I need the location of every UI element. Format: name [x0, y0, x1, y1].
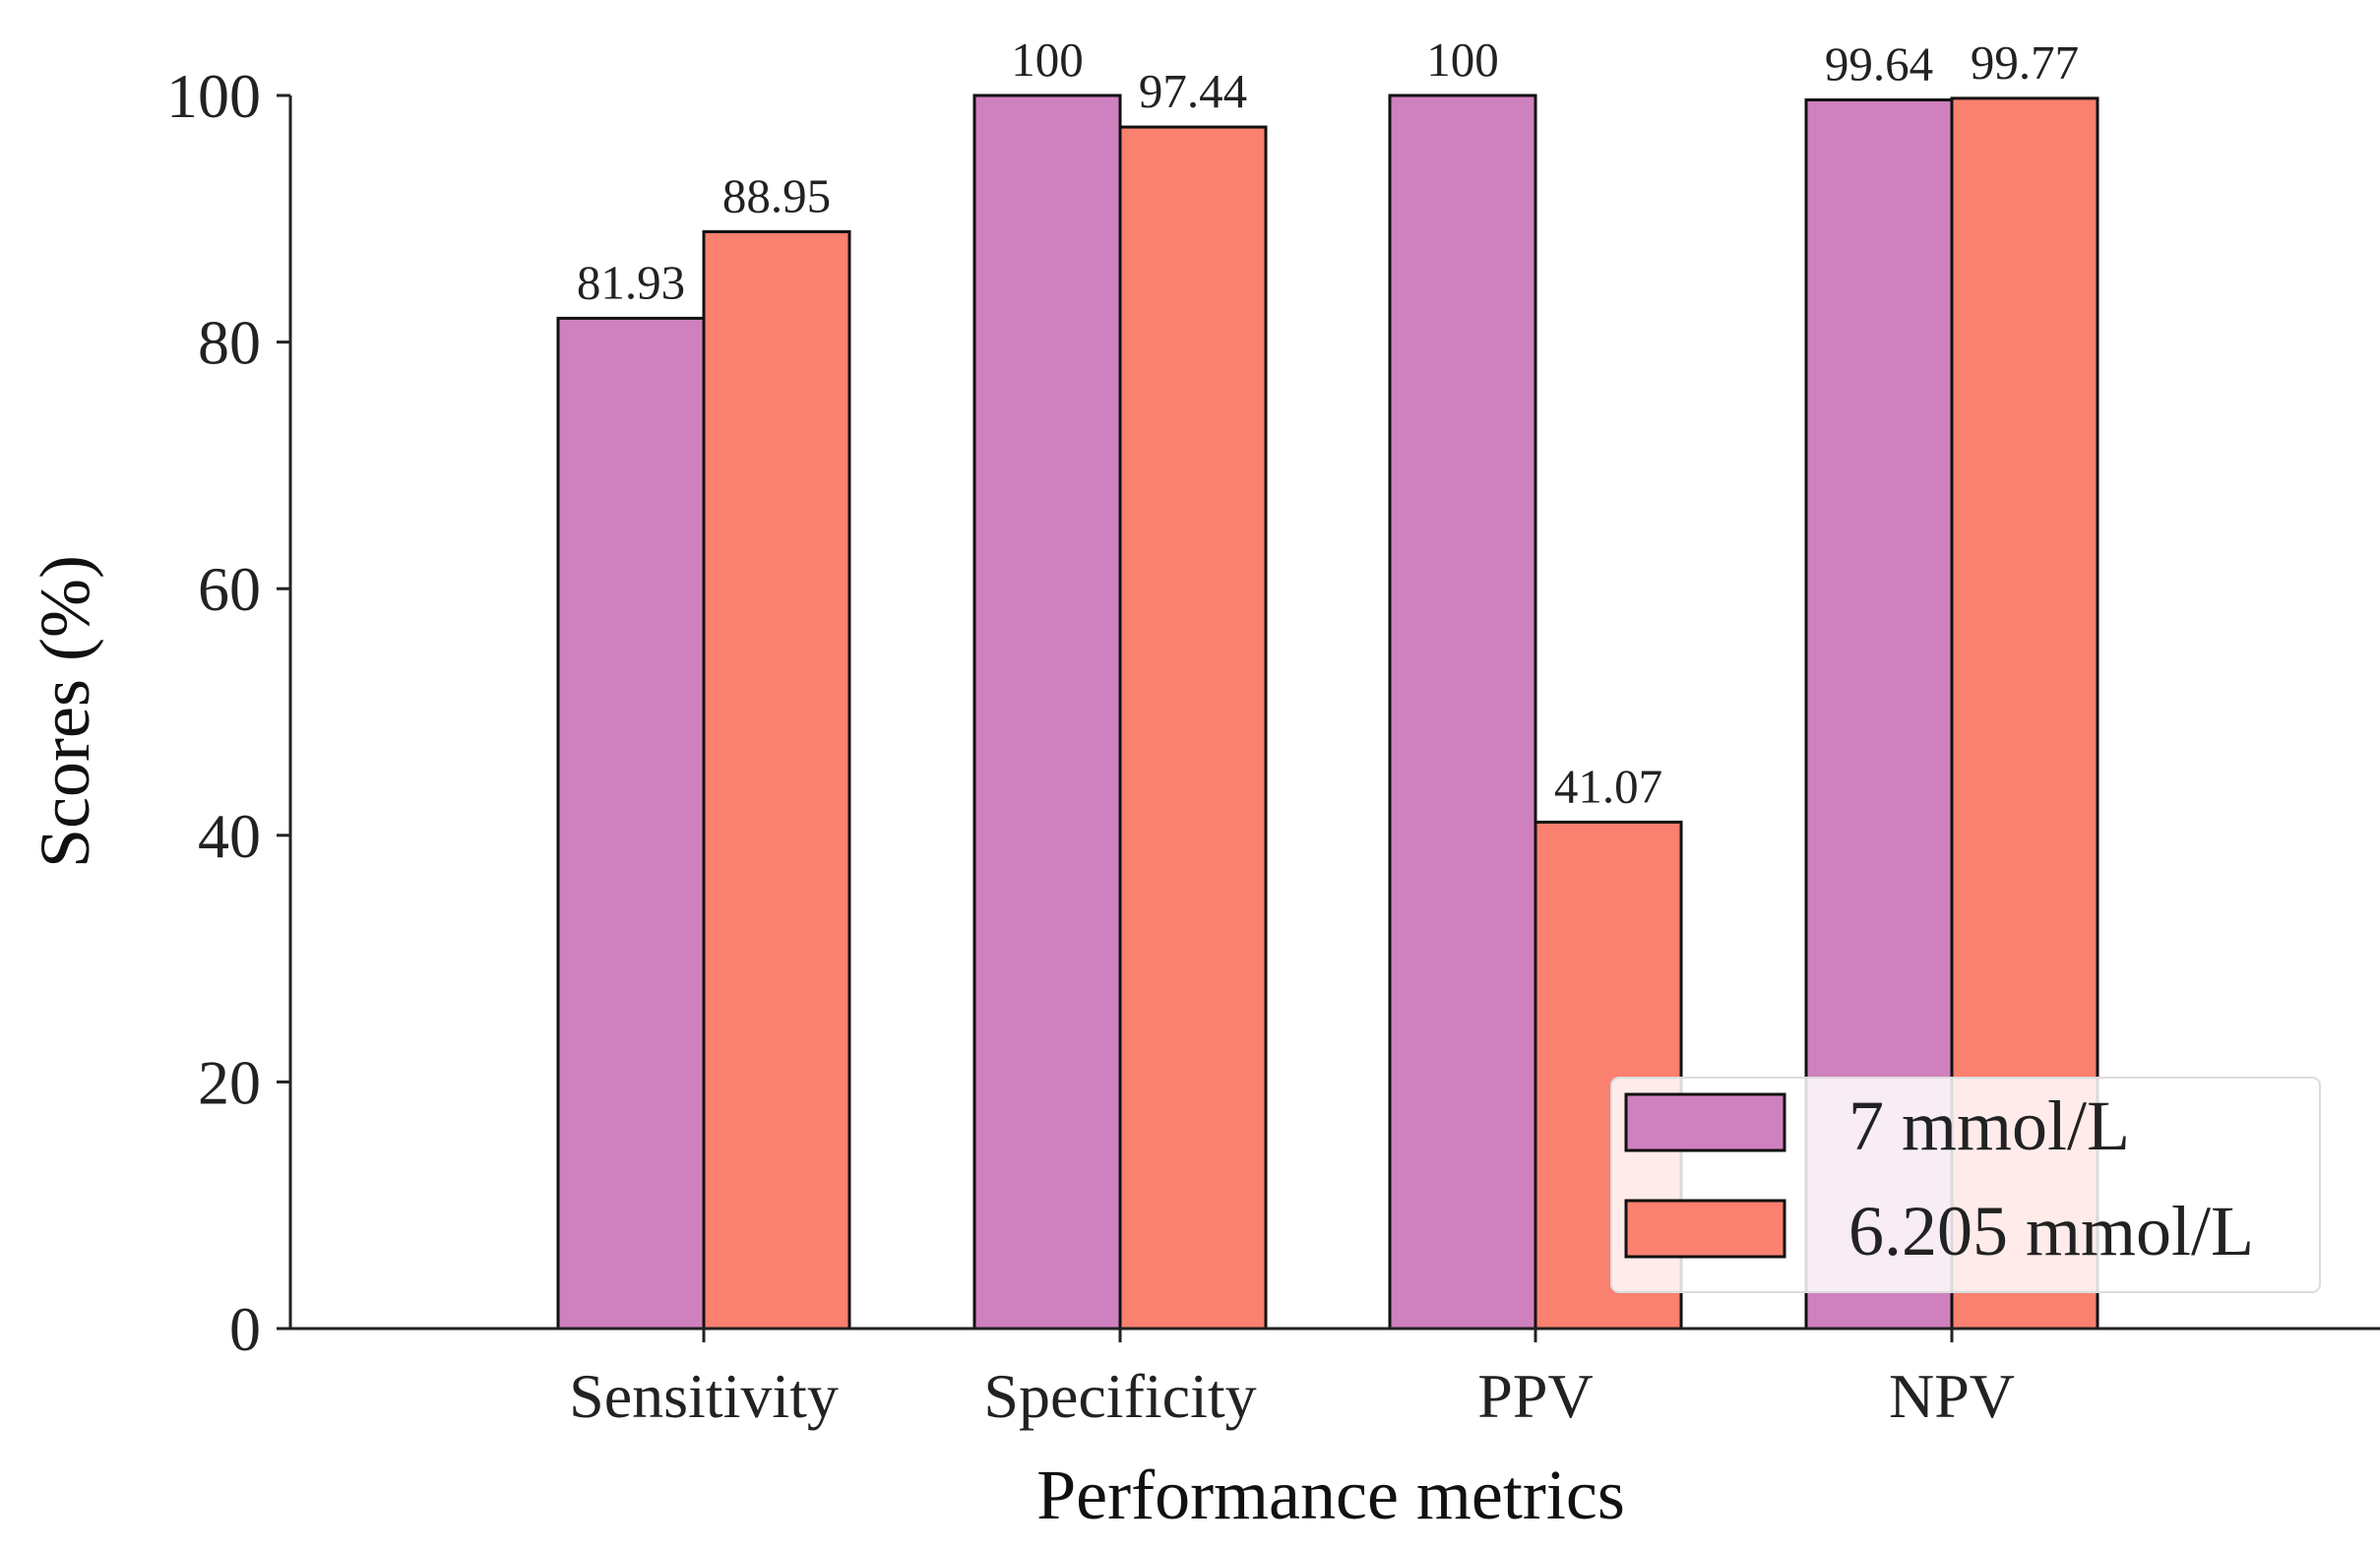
- y-axis-title: Scores (%): [26, 555, 104, 868]
- legend-swatch-7-mmol: [1624, 1092, 1786, 1152]
- data-label-specificity-7-mmol-l: 100: [1011, 32, 1084, 87]
- x-tick-label-npv: NPV: [1889, 1361, 2015, 1431]
- data-label-npv-6-205-mmol-l: 99.77: [1971, 35, 2079, 90]
- legend-frame: [1610, 1077, 2321, 1293]
- x-tick-label-sensitivity: Sensitivity: [569, 1361, 839, 1431]
- x-ticks: Sensitivity Specificity PPV NPV: [569, 1329, 2015, 1431]
- y-tick-label: 0: [229, 1294, 261, 1364]
- data-label-specificity-6-205-mmol-l: 97.44: [1139, 64, 1247, 118]
- x-axis-title: Performance metrics: [1036, 1456, 1625, 1534]
- data-label-sensitivity-6-205-mmol-l: 88.95: [722, 168, 831, 222]
- data-label-npv-7-mmol-l: 99.64: [1825, 37, 1933, 92]
- bar-sensitivity-6-205-mmol-l: [702, 229, 851, 1331]
- y-tick-label: 40: [198, 801, 261, 871]
- data-label-ppv-7-mmol-l: 100: [1426, 32, 1499, 87]
- data-label-sensitivity-7-mmol-l: 81.93: [577, 255, 685, 309]
- data-label-ppv-6-205-mmol-l: 41.07: [1554, 759, 1662, 813]
- legend-label-7-mmol: 7 mmol/L: [1848, 1086, 2130, 1165]
- legend-label-6205-mmol: 6.205 mmol/L: [1848, 1192, 2254, 1270]
- y-tick-label: 80: [198, 308, 261, 378]
- bar-ppv-7-mmol-l: [1388, 93, 1537, 1331]
- y-tick-label: 20: [198, 1047, 261, 1117]
- bar-specificity-7-mmol-l: [972, 93, 1122, 1331]
- x-tick-label-ppv: PPV: [1477, 1361, 1593, 1431]
- y-tick-label: 100: [166, 61, 261, 131]
- legend-swatch-6205-mmol: [1624, 1199, 1786, 1259]
- x-tick-label-specificity: Specificity: [983, 1361, 1256, 1431]
- data-labels-layer: 81.93 100 100 99.64 88.95 97.44 41.07 99.77: [577, 32, 2079, 813]
- bar-sensitivity-7-mmol-l: [556, 316, 706, 1331]
- y-tick-label: 60: [198, 554, 261, 624]
- y-ticks: 0 20 40 60 80 100: [166, 61, 290, 1364]
- bar-specificity-6-205-mmol-l: [1118, 125, 1268, 1331]
- legend: 7 mmol/L 6.205 mmol/L: [1610, 1077, 2321, 1293]
